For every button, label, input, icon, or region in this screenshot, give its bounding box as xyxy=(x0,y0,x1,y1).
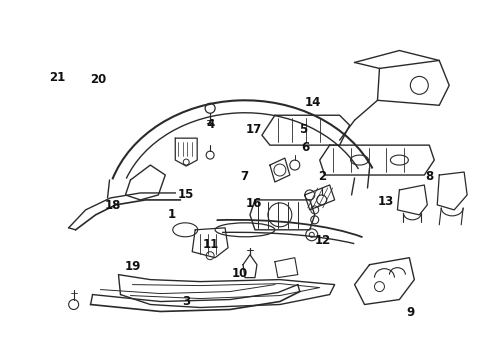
Text: 16: 16 xyxy=(245,197,262,210)
Text: 3: 3 xyxy=(182,296,190,309)
Text: 17: 17 xyxy=(245,123,262,136)
Text: 18: 18 xyxy=(104,199,121,212)
Text: 21: 21 xyxy=(49,71,65,84)
Text: 2: 2 xyxy=(318,170,326,183)
Text: 7: 7 xyxy=(240,170,248,183)
Text: 4: 4 xyxy=(206,118,214,131)
Text: 20: 20 xyxy=(90,73,106,86)
Text: 12: 12 xyxy=(314,234,330,247)
Text: 14: 14 xyxy=(304,96,320,109)
Text: 13: 13 xyxy=(377,195,393,208)
Text: 1: 1 xyxy=(167,208,175,221)
Text: 5: 5 xyxy=(298,123,306,136)
Text: 9: 9 xyxy=(405,306,413,319)
Text: 15: 15 xyxy=(178,188,194,201)
Text: 11: 11 xyxy=(202,238,218,251)
Text: 10: 10 xyxy=(231,267,247,280)
Text: 8: 8 xyxy=(425,170,433,183)
Text: 19: 19 xyxy=(124,260,141,273)
Text: 6: 6 xyxy=(301,141,309,154)
